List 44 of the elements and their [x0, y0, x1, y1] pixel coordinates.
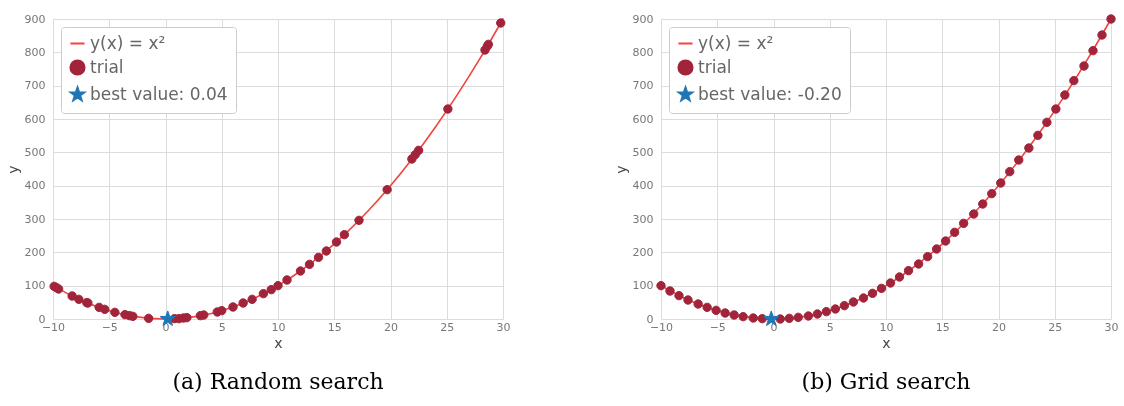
x-tick-label: 25: [440, 320, 455, 334]
x-tick-label: 10: [879, 320, 894, 334]
text: (a) Random search: [172, 369, 384, 394]
legend-label: best value: -0.20: [698, 83, 842, 104]
x-tick-label: 5: [218, 320, 226, 334]
x-axis-title: x: [882, 334, 891, 351]
x-tick-label: 10: [271, 320, 286, 334]
legend-label: best value: 0.04: [90, 83, 228, 104]
y-tick-label: 900: [24, 12, 46, 26]
x-tick-label: 5: [826, 320, 834, 334]
y-tick-label: 300: [632, 212, 654, 226]
legend-label: y(x) = x²: [90, 32, 166, 53]
y-tick-label: 700: [24, 79, 46, 93]
x-tick-label: 25: [1048, 320, 1063, 334]
x-axis-title: x: [274, 334, 283, 351]
y-tick-label: 600: [24, 112, 46, 126]
y-axis-title: y: [4, 165, 21, 174]
y-axis-title: y: [612, 165, 629, 174]
y-tick-label: 500: [632, 145, 654, 159]
y-tick-label: 600: [632, 112, 654, 126]
y-tick-label: 200: [24, 245, 46, 259]
y-tick-label: 100: [24, 279, 46, 293]
legend-label: y(x) = x²: [698, 32, 774, 53]
text: (b) Grid search: [801, 369, 971, 394]
y-tick-label: 300: [24, 212, 46, 226]
x-tick-label: 15: [327, 320, 342, 334]
x-tick-label: 15: [935, 320, 950, 334]
y-tick-label: 800: [24, 45, 46, 59]
y-tick-label: 900: [632, 12, 654, 26]
legend-label: trial: [698, 56, 732, 77]
x-tick-label: 20: [992, 320, 1006, 334]
x-tick-label: 30: [496, 320, 511, 334]
x-tick-label: 30: [1104, 320, 1119, 334]
legend-label: trial: [90, 56, 124, 77]
y-tick-label: 500: [24, 145, 46, 159]
y-tick-label: 800: [632, 45, 654, 59]
y-tick-label: 400: [24, 179, 46, 193]
x-tick-label: −5: [709, 320, 726, 334]
y-tick-label: 700: [632, 79, 654, 93]
y-tick-label: 200: [632, 245, 654, 259]
y-tick-label: 400: [632, 179, 654, 193]
x-tick-label: −5: [101, 320, 118, 334]
y-tick-label: 100: [632, 279, 654, 293]
x-tick-label: 20: [384, 320, 398, 334]
